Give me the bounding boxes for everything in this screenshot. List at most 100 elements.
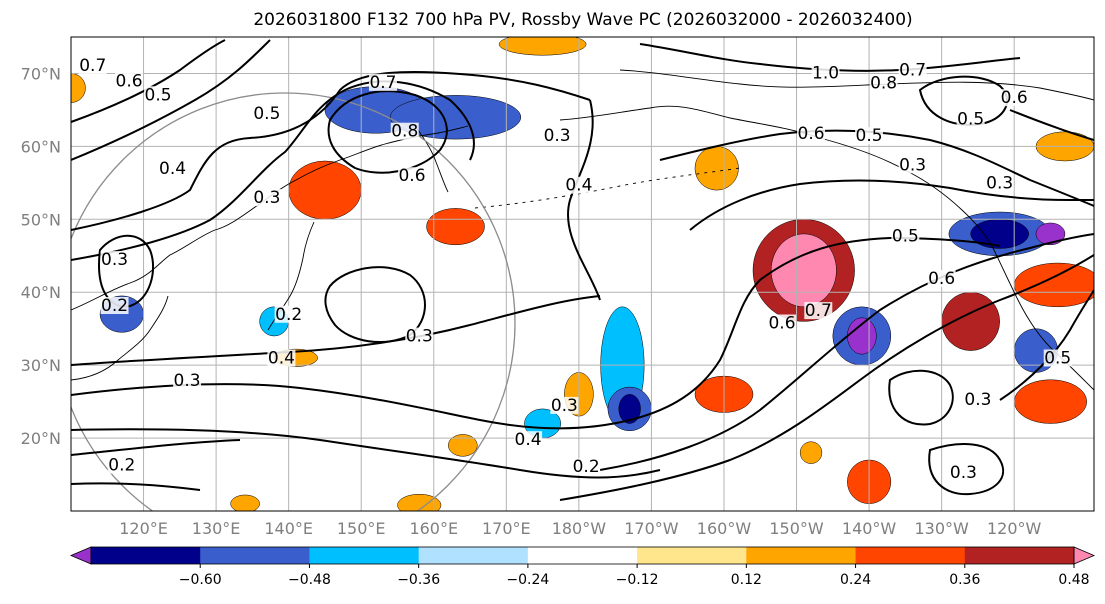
contour-line	[327, 90, 448, 174]
coastline-china	[71, 295, 169, 381]
contour-label: 0.6	[1001, 88, 1028, 108]
contour-label: 0.5	[856, 126, 883, 146]
contour-label-bg	[804, 302, 833, 320]
contour-label: 0.6	[928, 269, 955, 289]
pv-anomaly-region	[1035, 222, 1066, 246]
contour-label-bg	[100, 251, 129, 269]
contour-line	[71, 428, 661, 479]
colorbar-tick-label: 0.24	[840, 572, 871, 588]
contour-label: 0.3	[101, 250, 128, 270]
gridlines	[71, 37, 1094, 511]
pv-anomaly-region	[389, 95, 522, 140]
colorbar-tick-label: 0.36	[949, 572, 980, 588]
lon-tick-label: 160°E	[409, 519, 458, 538]
contour-line	[1009, 109, 1094, 141]
pv-anomaly-region	[448, 434, 478, 457]
colorbar-tick-label: −0.12	[616, 572, 659, 588]
contour-label: 0.5	[145, 85, 172, 105]
contour-label: 0.5	[253, 104, 280, 124]
contour-label: 0.5	[957, 109, 984, 129]
contour-line	[918, 75, 1009, 126]
lon-tick-label: 150°E	[337, 519, 386, 538]
contour-label: 0.7	[79, 56, 106, 76]
contour-label-bg	[898, 156, 927, 174]
pv-anomaly-region	[71, 73, 86, 103]
lat-tick-label: 70°N	[21, 64, 61, 83]
pv-anomaly-region	[618, 394, 641, 424]
contour-label-bg	[811, 64, 840, 82]
colorbar-tick-label: 0.12	[731, 572, 762, 588]
lon-tick-label: 150°W	[769, 519, 824, 538]
contour-label-bg	[100, 297, 129, 315]
lat-tick-label: 40°N	[21, 283, 61, 302]
lon-tick-label: 160°W	[697, 519, 752, 538]
contour-label: 0.3	[986, 173, 1013, 193]
contour-label-bg	[550, 396, 579, 414]
lon-tick-label: 130°W	[914, 519, 969, 538]
coastline-aleutians	[474, 167, 741, 209]
pv-anomaly-region	[694, 146, 739, 191]
contour-label-bg	[855, 127, 884, 145]
contour-label-bg	[78, 57, 107, 75]
contour-label: 0.4	[515, 430, 542, 450]
colorbar-segment	[418, 547, 529, 564]
contour-label: 1.0	[812, 63, 839, 83]
colorbar-extend-max	[1073, 546, 1096, 565]
colorbar-extend-min	[69, 546, 92, 565]
lon-tick-label: 120°W	[987, 519, 1042, 538]
contour-line	[71, 39, 271, 161]
colorbar-tick-label: −0.60	[179, 572, 222, 588]
contour-label-bg	[891, 227, 920, 245]
lat-tick-label: 50°N	[21, 210, 61, 229]
contour-label: 0.6	[768, 314, 795, 334]
contour-label: 0.4	[159, 159, 186, 179]
contour-label: 0.2	[275, 305, 302, 325]
contour-label-bg	[158, 159, 187, 177]
contour-label: 0.2	[573, 457, 600, 477]
contour-line	[71, 439, 241, 456]
contour-line	[659, 129, 1094, 207]
contour-label: 0.3	[406, 327, 433, 347]
coastline-na-west	[991, 245, 1094, 391]
contour-line	[629, 236, 1001, 421]
contour-label-bg	[368, 73, 397, 91]
contour-label: 0.6	[398, 166, 425, 186]
contour-label-bg	[514, 431, 543, 449]
contour-line	[71, 80, 475, 261]
pv-shading-layer	[71, 37, 1094, 511]
contour-label-bg	[869, 74, 898, 92]
contour-label-bg	[543, 127, 572, 145]
contour-label-bg	[797, 124, 826, 142]
lon-tick-label: 120°E	[119, 519, 168, 538]
pv-anomaly-region	[799, 441, 823, 464]
lon-tick-label: 180°W	[552, 519, 607, 538]
lon-tick-label: 140°W	[842, 519, 897, 538]
contour-label: 0.6	[116, 71, 143, 91]
contour-label-bg	[173, 372, 202, 390]
contour-labels: 0.70.60.50.50.70.80.60.40.30.30.2 0.20.30…	[78, 56, 1072, 483]
contour-label-bg	[956, 110, 985, 128]
contour-line	[928, 443, 1005, 496]
lon-tick-label: 140°E	[264, 519, 313, 538]
colorbar-frame	[90, 546, 1075, 565]
lon-tick-label: 170°E	[482, 519, 531, 538]
coastline-kamchatka	[414, 125, 449, 193]
contour-label-bg	[398, 167, 426, 185]
contour-label-bg	[927, 270, 956, 288]
map-frame	[70, 36, 1095, 512]
pv-anomaly-region	[397, 493, 442, 511]
contour-label-bg	[898, 61, 927, 79]
contour-line	[888, 369, 954, 426]
contour-label-bg	[390, 122, 419, 140]
pv-anomaly-region	[770, 233, 837, 308]
contour-label-bg	[144, 86, 173, 104]
contour-label: 0.2	[108, 456, 135, 476]
colorbar-tick-label: −0.36	[397, 572, 440, 588]
colorbar-segment	[527, 547, 638, 564]
contour-label: 0.7	[805, 301, 832, 321]
contour-label: 0.3	[964, 390, 991, 410]
contour-label: 0.5	[1044, 349, 1071, 369]
pv-contours	[71, 39, 1094, 501]
colorbar-tick-label: −0.48	[288, 572, 331, 588]
